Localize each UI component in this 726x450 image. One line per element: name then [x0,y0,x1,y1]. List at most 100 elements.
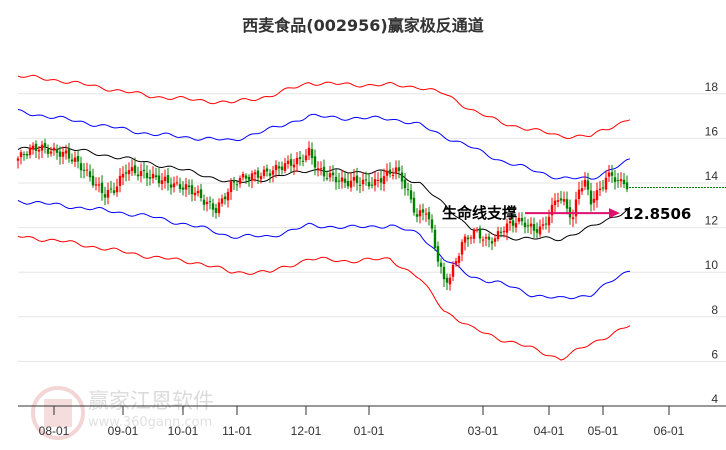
candle-body [19,152,23,158]
candle-body [184,184,188,190]
candle-body [289,159,293,166]
candle-body [556,200,560,202]
candle-body [376,179,380,181]
candle-body [562,199,566,202]
candle-body [430,219,434,229]
candle-body [526,225,530,227]
candle-body [118,175,122,186]
candle-body [82,169,86,171]
candle-body [55,149,59,153]
candle-body [301,160,305,162]
candle-body [514,222,518,228]
candle-body [100,182,104,194]
candle-body [295,158,299,165]
candle-body [277,166,281,169]
candle-body [577,189,581,199]
candle-body [595,190,599,201]
candle-body [211,203,215,210]
candle-body [280,166,284,171]
y-tick-label: 14 [705,169,719,183]
candle-body [139,171,143,177]
chart-title: 西麦食品(002956)赢家极反通道 [242,16,484,35]
candle-body [424,213,428,215]
watermark-url: www.360gann.com [88,415,213,430]
candle-body [478,228,482,239]
candle-body [382,176,386,185]
candle-body [133,165,137,174]
candle-body [439,262,443,267]
candle-body [199,189,203,198]
candle-body [571,217,575,220]
candle-body [85,169,89,171]
candle-body [337,180,341,182]
candle-body [328,173,332,178]
candle-body [148,177,152,179]
candle-body [511,220,515,226]
candle-body [259,176,263,180]
candle-body [586,180,590,190]
candle-body [214,208,218,213]
candle-body [505,223,509,233]
candle-body [88,171,92,178]
candle-body [169,184,173,188]
candle-body [418,210,422,217]
candle-body [58,151,62,157]
candle-body [352,176,356,181]
candle-body [454,261,458,265]
y-tick-label: 16 [705,124,719,138]
candle-body [592,198,596,203]
candle-body [493,238,497,242]
candle-body [610,172,614,176]
candle-body [397,167,401,172]
candle-body [271,170,275,175]
watermark-brand: 赢家江恩软件 [88,389,214,413]
x-tick-label: 09-01 [108,424,139,438]
x-tick-label: 08-01 [39,424,70,438]
candle-body [316,168,320,170]
candle-body [616,180,620,182]
candle-body [331,172,335,176]
candle-body [319,168,323,170]
candle-body [283,163,287,171]
candle-body [94,184,98,186]
candle-body [334,176,338,183]
candle-body [406,189,410,191]
candle-body [37,149,41,152]
candle-body [196,190,200,194]
candle-body [79,163,83,171]
candle-body [436,246,440,262]
candle-body [313,156,317,168]
candle-body [232,179,236,183]
candle-body [298,157,302,160]
candle-body [580,188,584,192]
candle-body [229,181,233,193]
candle-body [208,201,212,203]
candle-body [355,175,359,184]
candle-body [91,175,95,186]
candle-body [409,190,413,200]
candle-body [175,182,179,184]
candle-body [172,183,176,188]
candle-body [364,179,368,181]
candle-body [70,159,74,162]
candle-body [154,175,158,178]
candle-body [517,217,521,222]
candle-body [565,199,569,209]
candle-body [550,204,554,216]
candle-body [241,173,245,178]
support-value: 12.8506 [623,205,691,223]
candle-body [253,172,257,175]
candle-body [178,184,182,189]
y-tick-label: 12 [705,214,719,228]
candle-body [535,229,539,233]
candle-body [559,198,563,201]
candle-body [220,198,224,204]
candle-body [244,175,248,179]
channel-line [17,200,631,300]
candle-body [73,157,77,162]
candle-body [217,202,221,214]
candle-body [247,176,251,180]
candle-body [481,239,485,241]
candle-body [340,177,344,182]
